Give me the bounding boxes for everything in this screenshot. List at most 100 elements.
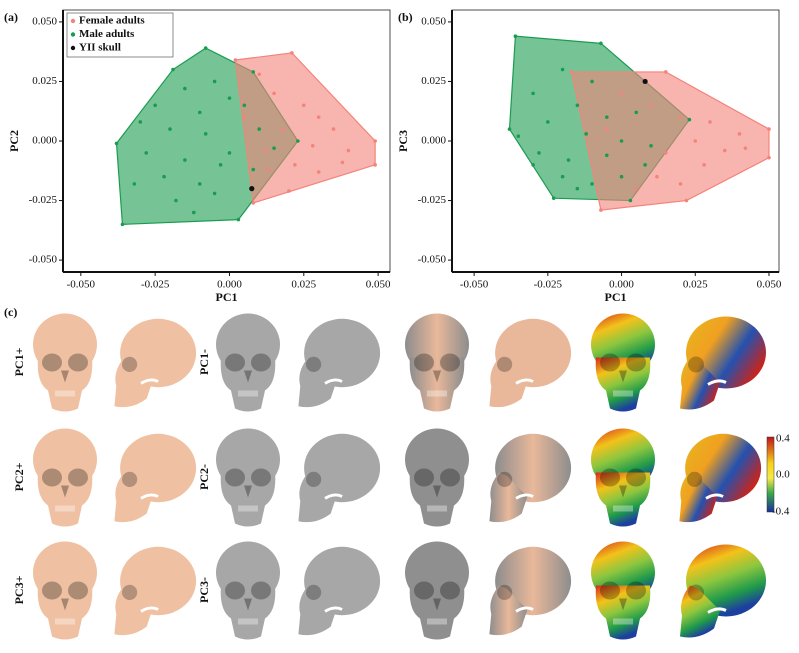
point [281, 127, 285, 131]
point [331, 127, 336, 131]
point [649, 103, 653, 108]
point [373, 163, 377, 167]
skull-side [112, 545, 198, 637]
point [287, 189, 291, 193]
point [599, 41, 603, 46]
point [316, 170, 321, 174]
y-tick-label: 0.025 [32, 75, 57, 87]
skull-renderings [33, 313, 768, 640]
y-axis-label: PC2 [7, 130, 21, 152]
point [642, 78, 648, 85]
point [251, 201, 256, 205]
x-tick-label: 0.000 [609, 279, 634, 291]
point [242, 115, 247, 119]
x-tick-label: -0.025 [534, 279, 563, 291]
x-tick-label: 0.050 [757, 279, 782, 291]
skull-side [296, 545, 382, 637]
legend-label: Male adults [79, 28, 135, 40]
point [168, 127, 172, 131]
point [575, 103, 580, 108]
point [643, 163, 647, 167]
x-tick-label: 0.025 [683, 279, 708, 291]
point [162, 174, 166, 179]
point [537, 151, 541, 155]
point [722, 148, 727, 153]
skull-side [487, 432, 573, 524]
legend-marker [70, 45, 76, 51]
point [663, 70, 668, 74]
x-tick-label: -0.050 [460, 279, 489, 291]
legend-box [66, 12, 174, 58]
point [634, 186, 639, 191]
skull-front-heatmap [591, 313, 655, 412]
point [619, 139, 624, 143]
panel-label: (c) [4, 305, 17, 319]
point [584, 132, 588, 136]
point [566, 158, 571, 162]
y-tick-label: 0.000 [32, 135, 57, 147]
point [251, 70, 256, 74]
point [702, 163, 706, 167]
point [373, 139, 377, 143]
point [507, 127, 512, 131]
point [743, 146, 748, 150]
point [266, 167, 270, 172]
point [649, 143, 653, 148]
x-axis-label: PC1 [605, 290, 627, 304]
point [301, 103, 306, 108]
point [120, 222, 125, 227]
point [628, 198, 633, 203]
skull-front [33, 541, 97, 640]
point [203, 132, 208, 136]
point [340, 160, 345, 165]
point [663, 151, 668, 155]
skull-side [487, 545, 573, 637]
point [296, 139, 300, 143]
point [310, 143, 315, 148]
point [203, 46, 208, 50]
x-tick-label: -0.025 [141, 279, 170, 291]
point [693, 139, 698, 143]
point [346, 148, 351, 153]
point [263, 148, 267, 153]
point [272, 91, 276, 96]
skull-front [405, 428, 469, 527]
point [249, 186, 255, 192]
point [767, 127, 771, 131]
point [687, 117, 692, 122]
point [737, 132, 742, 136]
point [575, 186, 580, 191]
convex-hull [234, 52, 376, 204]
skull-side [112, 317, 198, 409]
point [590, 182, 594, 186]
point [153, 103, 157, 108]
colorbar [766, 436, 775, 513]
skull-side [296, 432, 382, 524]
point [293, 163, 297, 167]
y-tick-label: 0.025 [421, 75, 446, 87]
point [251, 167, 256, 172]
skull-side [487, 317, 573, 409]
row-label: PC1- [197, 349, 211, 375]
point [290, 51, 294, 55]
point [678, 115, 683, 119]
point [227, 96, 232, 100]
skull-front [216, 541, 280, 640]
point [212, 79, 217, 84]
y-tick-label: 0.050 [32, 15, 57, 27]
y-tick-label: 0.050 [421, 15, 446, 27]
point [634, 110, 639, 115]
legend-marker [70, 32, 76, 37]
colorbar-tick-label: 0.0 [776, 469, 790, 481]
point [183, 86, 187, 91]
x-axis-label: PC1 [216, 290, 238, 304]
point [233, 58, 238, 62]
point [513, 34, 518, 38]
point [569, 70, 574, 74]
point [560, 174, 565, 179]
point [257, 72, 262, 77]
skull-front [405, 541, 469, 640]
point [242, 103, 247, 108]
panel-label: (a) [4, 10, 18, 24]
